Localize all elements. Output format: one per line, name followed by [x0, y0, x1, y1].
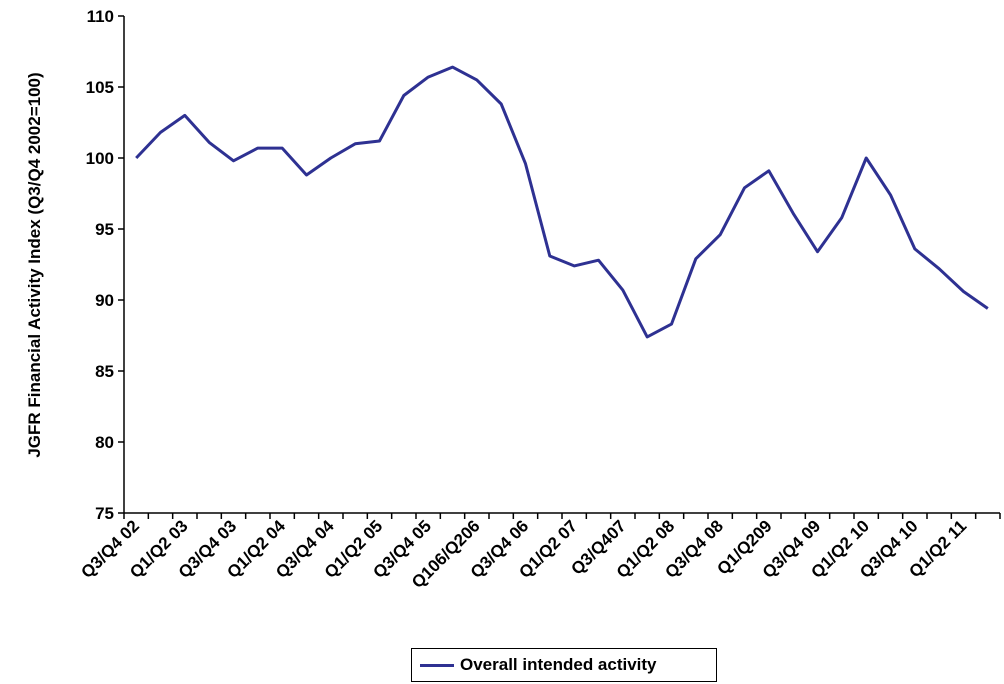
y-tick-label: 100 [86, 149, 114, 168]
y-tick-label: 85 [95, 362, 114, 381]
y-tick-label: 110 [87, 7, 114, 26]
y-axis-title: JGFR Financial Activity Index (Q3/Q4 200… [25, 72, 44, 457]
series-line-overall-intended-activity [135, 65, 989, 339]
legend: Overall intended activity [411, 648, 717, 682]
y-tick-label: 80 [95, 433, 114, 452]
legend-swatch [420, 663, 454, 667]
y-tick-label: 105 [86, 78, 114, 97]
y-tick-label: 90 [95, 291, 114, 310]
y-tick-label: 95 [95, 220, 114, 239]
y-axis: 75 80 85 90 95 100 105 110 [86, 7, 125, 523]
series-layer [135, 65, 989, 339]
y-tick-label: 75 [95, 504, 114, 523]
legend-label: Overall intended activity [460, 655, 657, 674]
